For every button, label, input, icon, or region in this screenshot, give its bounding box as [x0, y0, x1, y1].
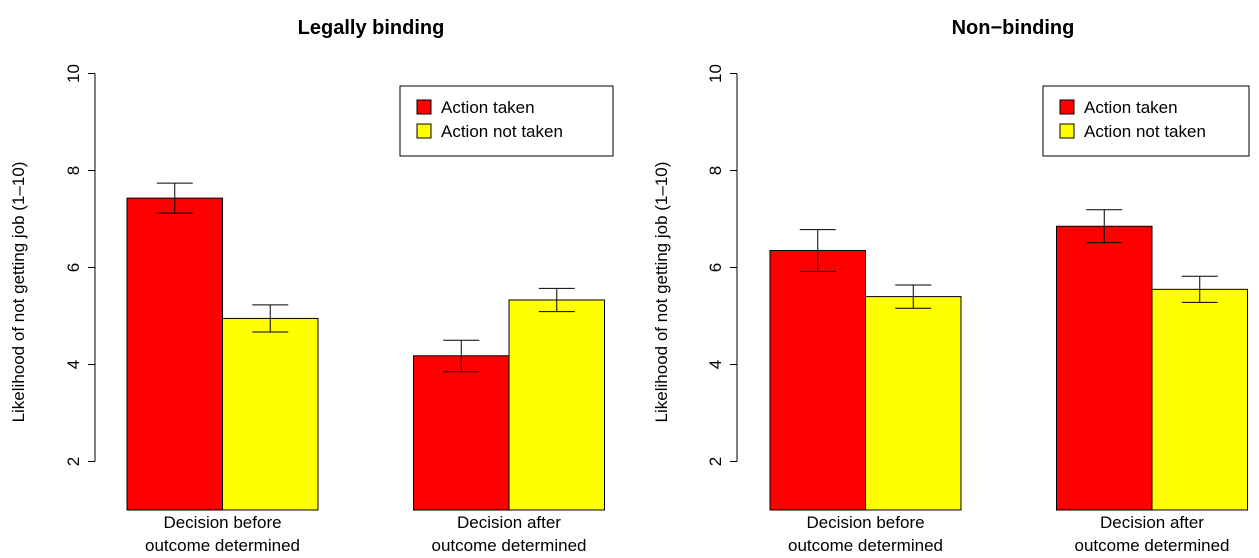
legend-label: Action not taken [1084, 122, 1206, 141]
bar [865, 296, 962, 511]
y-tick-label: 2 [706, 457, 725, 466]
y-tick-label: 8 [64, 166, 83, 175]
bar [413, 355, 510, 511]
legend-box [399, 85, 614, 157]
x-tick-label: outcome determined [145, 536, 300, 555]
legend-label: Action taken [441, 98, 535, 117]
y-tick-label: 10 [64, 64, 83, 83]
bar [1056, 225, 1153, 511]
y-tick-label: 6 [706, 263, 725, 272]
y-tick-label: 8 [706, 166, 725, 175]
legend-swatch [416, 99, 432, 115]
chart-title: Non−binding [952, 17, 1075, 39]
legend-swatch [1059, 99, 1075, 115]
x-tick-label: Decision after [457, 513, 561, 532]
bar [222, 317, 319, 511]
legend: Action taken Action not taken [1042, 85, 1250, 157]
bar [1151, 288, 1248, 511]
chart-title: Legally binding [298, 17, 445, 39]
y-tick-label: 4 [64, 360, 83, 369]
x-tick-label: outcome determined [788, 536, 943, 555]
legend-box [1042, 85, 1250, 157]
bar [126, 197, 223, 511]
y-axis-label: Likelihood of not getting job (1–10) [652, 162, 671, 423]
y-tick-label: 10 [706, 64, 725, 83]
bar [769, 250, 866, 511]
y-tick-label: 2 [64, 457, 83, 466]
x-tick-label: Decision before [163, 513, 281, 532]
x-tick-label: outcome determined [1075, 536, 1230, 555]
legend-swatch [1059, 123, 1075, 139]
y-tick-label: 4 [706, 360, 725, 369]
bar [508, 299, 605, 511]
x-tick-label: Decision after [1100, 513, 1204, 532]
legend: Action taken Action not taken [399, 85, 614, 157]
chart-panel-2: Non−binding Likelihood of not getting job… [652, 17, 1250, 555]
legend-label: Action taken [1084, 98, 1178, 117]
x-tick-label: Decision before [806, 513, 924, 532]
legend-label: Action not taken [441, 122, 563, 141]
y-axis-label: Likelihood of not getting job (1–10) [9, 162, 28, 423]
legend-swatch [416, 123, 432, 139]
y-tick-label: 6 [64, 263, 83, 272]
chart-panel-1: Legally binding Likelihood of not getting… [9, 17, 614, 555]
x-tick-label: outcome determined [432, 536, 587, 555]
